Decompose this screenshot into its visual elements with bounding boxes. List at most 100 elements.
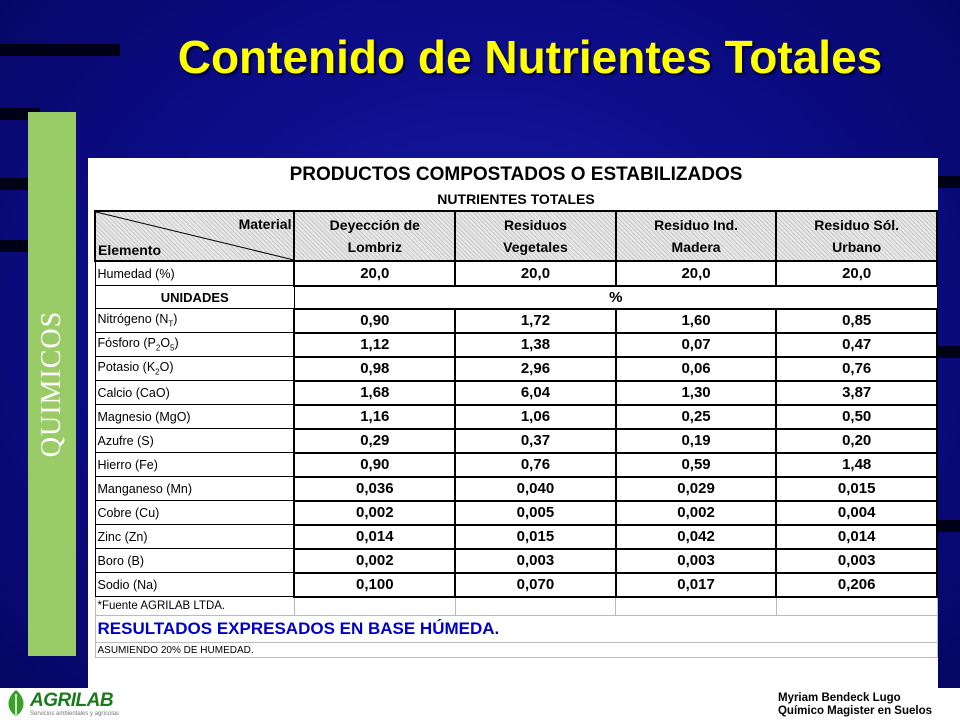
corner-element-label: Elemento: [98, 242, 162, 258]
diagonal-line: [96, 212, 294, 260]
table-row: Sodio (Na) 0,100 0,070 0,017 0,206: [94, 571, 938, 598]
table-row: Boro (B) 0,002 0,003 0,003 0,003: [94, 547, 938, 574]
value-cell: 0,76: [454, 451, 617, 478]
decor-stripe: [0, 240, 28, 252]
value-cell: 0,003: [614, 547, 778, 574]
element-label-part: Hierro (Fe): [97, 457, 158, 472]
author-name: Myriam Bendeck Lugo: [777, 692, 901, 704]
corner-material-label: Material: [238, 216, 292, 232]
column-header-line2: Urbano: [832, 239, 882, 255]
humidity-value: 20,0: [454, 260, 617, 287]
element-label-part: 2: [155, 343, 161, 353]
spreadsheet: PRODUCTOS COMPOSTADOS O ESTABILIZADOS NU…: [88, 158, 938, 688]
value-cell: 0,98: [293, 355, 457, 382]
element-label-part: T: [168, 319, 174, 329]
value-cell: 0,206: [775, 571, 938, 598]
column-header-line2: Vegetales: [503, 239, 568, 255]
table-row: Azufre (S) 0,29 0,37 0,19 0,20: [94, 427, 938, 454]
value-cell: 0,004: [775, 499, 938, 526]
element-label: Sodio (Na): [94, 572, 295, 597]
column-header: Deyección de Lombriz: [293, 210, 457, 262]
element-label: Potasio (K2O): [94, 356, 295, 381]
element-label: Calcio (CaO): [94, 380, 295, 405]
value-cell: 1,48: [775, 451, 938, 478]
element-label-part: Cobre (Cu): [97, 505, 160, 520]
value-cell: 0,29: [293, 427, 457, 454]
value-cell: 0,20: [775, 427, 938, 454]
decor-stripe: [0, 44, 120, 56]
value-cell: 0,76: [775, 355, 938, 382]
agrilab-logo: AGRILAB Servicios ambientales y agrícola…: [2, 688, 122, 720]
value-cell: 0,014: [293, 523, 457, 550]
element-label: Cobre (Cu): [94, 500, 295, 525]
value-cell: 0,070: [454, 571, 617, 598]
value-cell: 0,59: [614, 451, 778, 478]
value-cell: 0,90: [293, 451, 457, 478]
empty-cell: [293, 596, 456, 616]
element-label-part: Magnesio (MgO): [97, 409, 191, 424]
value-cell: 0,003: [454, 547, 617, 574]
value-cell: 0,003: [775, 547, 938, 574]
element-label-part: Zinc (Zn): [97, 529, 148, 544]
value-cell: 1,06: [454, 403, 617, 430]
element-label-part: Boro (B): [97, 553, 145, 568]
column-header-line1: Residuo Sól.: [814, 217, 900, 233]
value-cell: 0,47: [775, 331, 938, 358]
humidity-value: 20,0: [293, 260, 457, 287]
element-label-part: O: [160, 336, 171, 351]
column-header-line2: Madera: [671, 239, 721, 255]
column-header: Residuo Ind. Madera: [614, 210, 778, 262]
category-sidebar: QUIMICOS: [28, 112, 76, 656]
element-label: Azufre (S): [94, 428, 295, 453]
element-label: Zinc (Zn): [94, 524, 295, 549]
value-cell: 0,90: [293, 307, 457, 334]
table-subheading: NUTRIENTES TOTALES: [437, 191, 595, 207]
table-row: Hierro (Fe) 0,90 0,76 0,59 1,48: [94, 451, 938, 478]
footer-band: [0, 688, 960, 720]
element-label-part: O): [159, 360, 174, 375]
humidity-label: Humedad (%): [94, 260, 295, 286]
value-cell: 0,005: [454, 499, 617, 526]
column-header-line1: Deyección de: [329, 217, 420, 233]
assumption-note: ASUMIENDO 20% DE HUMEDAD.: [94, 642, 938, 658]
slide-title: Contenido de Nutrientes Totales: [177, 31, 883, 83]
author-title: Químico Magister en Suelos: [777, 705, 932, 717]
value-cell: 1,68: [293, 379, 457, 406]
value-cell: 0,036: [293, 475, 457, 502]
value-cell: 1,30: [614, 379, 778, 406]
table-row: Fósforo (P2O5) 1,12 1,38 0,07 0,47: [94, 331, 938, 358]
column-header-line2: Lombriz: [347, 239, 403, 255]
value-cell: 0,07: [614, 331, 778, 358]
column-header: Residuos Vegetales: [454, 210, 617, 262]
empty-cell: [615, 596, 777, 616]
column-header: Residuo Sól. Urbano: [775, 210, 938, 262]
decor-stripe: [938, 346, 960, 358]
table-row: Zinc (Zn) 0,014 0,015 0,042 0,014: [94, 523, 938, 550]
units-value: %: [293, 285, 938, 309]
element-label-part: Azufre (S): [97, 433, 154, 448]
element-label-part: Calcio (CaO): [97, 385, 170, 400]
source-note: *Fuente AGRILAB LTDA.: [94, 596, 295, 616]
value-cell: 0,002: [293, 499, 457, 526]
element-label-part: ): [174, 336, 179, 351]
value-cell: 0,042: [614, 523, 778, 550]
value-cell: 0,37: [454, 427, 617, 454]
table-row: Cobre (Cu) 0,002 0,005 0,002 0,004: [94, 499, 938, 526]
results-note: RESULTADOS EXPRESADOS EN BASE HÚMEDA.: [94, 615, 938, 643]
value-cell: 1,12: [293, 331, 457, 358]
humidity-value: 20,0: [614, 260, 778, 287]
column-header-line1: Residuo Ind.: [654, 217, 739, 233]
value-cell: 0,040: [454, 475, 617, 502]
value-cell: 1,72: [454, 307, 617, 334]
element-label: Fósforo (P2O5): [94, 332, 295, 357]
element-label: Magnesio (MgO): [94, 404, 295, 429]
table-heading: PRODUCTOS COMPOSTADOS O ESTABILIZADOS: [289, 164, 743, 185]
value-cell: 0,029: [614, 475, 778, 502]
value-cell: 0,19: [614, 427, 778, 454]
value-cell: 0,50: [775, 403, 938, 430]
logo-text: AGRILAB: [30, 690, 114, 711]
value-cell: 0,015: [775, 475, 938, 502]
decor-stripe: [0, 178, 28, 190]
empty-cell: [775, 596, 938, 616]
element-label-part: 5: [170, 343, 175, 353]
